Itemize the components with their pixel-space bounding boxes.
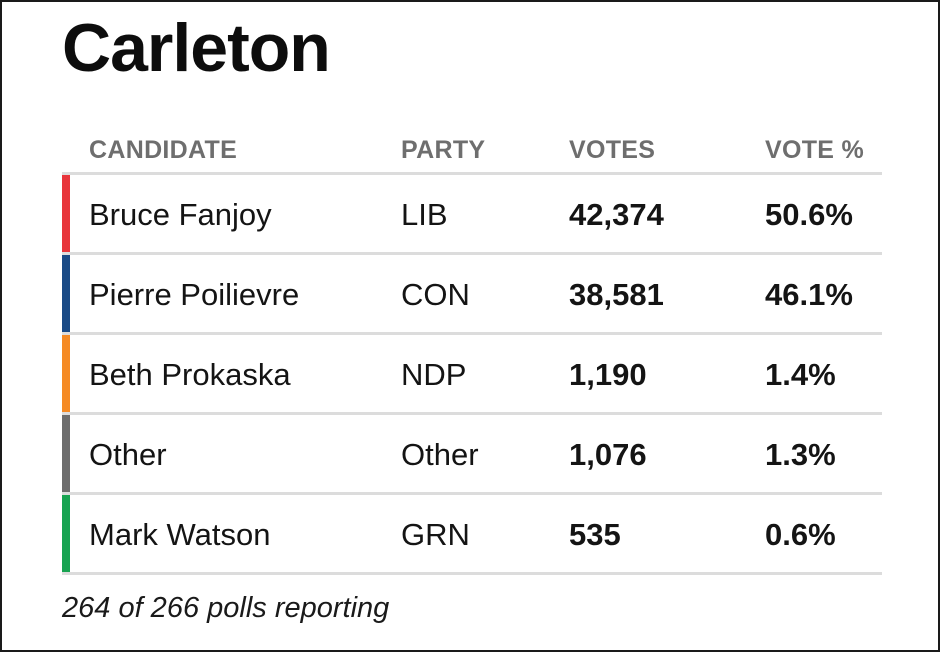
candidate-name: Pierre Poilievre — [89, 277, 300, 312]
header-party: PARTY — [401, 136, 486, 164]
vote-count: 38,581 — [569, 277, 664, 312]
party-color-bar — [62, 415, 70, 492]
table-row: Other Other 1,076 1.3% — [62, 415, 882, 495]
party-abbreviation: CON — [401, 277, 470, 312]
table-row: Bruce Fanjoy LIB 42,374 50.6% — [62, 175, 882, 255]
table-header: CANDIDATE PARTY VOTES VOTE % — [62, 130, 882, 175]
vote-count: 42,374 — [569, 197, 664, 232]
vote-percent: 0.6% — [765, 517, 836, 552]
party-color-bar — [62, 495, 70, 572]
vote-count: 1,076 — [569, 437, 647, 472]
vote-count: 1,190 — [569, 357, 647, 392]
vote-percent: 1.3% — [765, 437, 836, 472]
table-row: Mark Watson GRN 535 0.6% — [62, 495, 882, 575]
header-vote-percent: VOTE % — [765, 136, 865, 164]
party-color-bar — [62, 335, 70, 412]
vote-count: 535 — [569, 517, 621, 552]
vote-percent: 1.4% — [765, 357, 836, 392]
vote-percent: 50.6% — [765, 197, 853, 232]
candidate-name: Beth Prokaska — [89, 357, 291, 392]
party-color-bar — [62, 255, 70, 332]
results-table: CANDIDATE PARTY VOTES VOTE % Bruce Fanjo… — [62, 130, 882, 575]
candidate-name: Mark Watson — [89, 517, 271, 552]
table-row: Pierre Poilievre CON 38,581 46.1% — [62, 255, 882, 335]
party-abbreviation: NDP — [401, 357, 467, 392]
polls-reporting: 264 of 266 polls reporting — [62, 592, 390, 624]
table-row: Beth Prokaska NDP 1,190 1.4% — [62, 335, 882, 415]
candidate-name: Other — [89, 437, 167, 472]
vote-percent: 46.1% — [765, 277, 853, 312]
party-abbreviation: LIB — [401, 197, 448, 232]
riding-title: Carleton — [62, 10, 331, 86]
party-abbreviation: GRN — [401, 517, 470, 552]
party-color-bar — [62, 175, 70, 252]
header-candidate: CANDIDATE — [89, 136, 238, 164]
candidate-name: Bruce Fanjoy — [89, 197, 272, 232]
party-abbreviation: Other — [401, 437, 479, 472]
header-votes: VOTES — [569, 136, 656, 164]
